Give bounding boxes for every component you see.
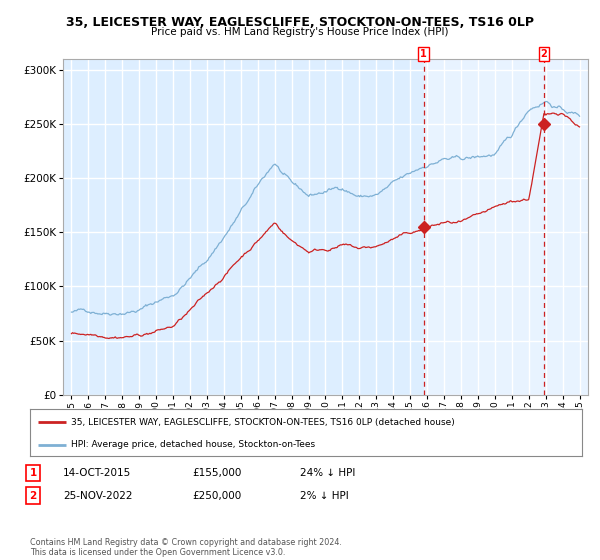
Text: £155,000: £155,000 (192, 468, 241, 478)
Text: 1: 1 (420, 49, 427, 59)
Text: Price paid vs. HM Land Registry's House Price Index (HPI): Price paid vs. HM Land Registry's House … (151, 27, 449, 37)
Text: 2% ↓ HPI: 2% ↓ HPI (300, 491, 349, 501)
Text: £250,000: £250,000 (192, 491, 241, 501)
Text: 35, LEICESTER WAY, EAGLESCLIFFE, STOCKTON-ON-TEES, TS16 0LP: 35, LEICESTER WAY, EAGLESCLIFFE, STOCKTO… (66, 16, 534, 29)
Text: HPI: Average price, detached house, Stockton-on-Tees: HPI: Average price, detached house, Stoc… (71, 440, 316, 449)
Text: 24% ↓ HPI: 24% ↓ HPI (300, 468, 355, 478)
Text: 25-NOV-2022: 25-NOV-2022 (63, 491, 133, 501)
Text: 35, LEICESTER WAY, EAGLESCLIFFE, STOCKTON-ON-TEES, TS16 0LP (detached house): 35, LEICESTER WAY, EAGLESCLIFFE, STOCKTO… (71, 418, 455, 427)
Text: 2: 2 (541, 49, 547, 59)
Text: 2: 2 (29, 491, 37, 501)
Bar (424, 59, 588, 395)
Text: Contains HM Land Registry data © Crown copyright and database right 2024.
This d: Contains HM Land Registry data © Crown c… (30, 538, 342, 557)
Text: 1: 1 (29, 468, 37, 478)
Text: 14-OCT-2015: 14-OCT-2015 (63, 468, 131, 478)
